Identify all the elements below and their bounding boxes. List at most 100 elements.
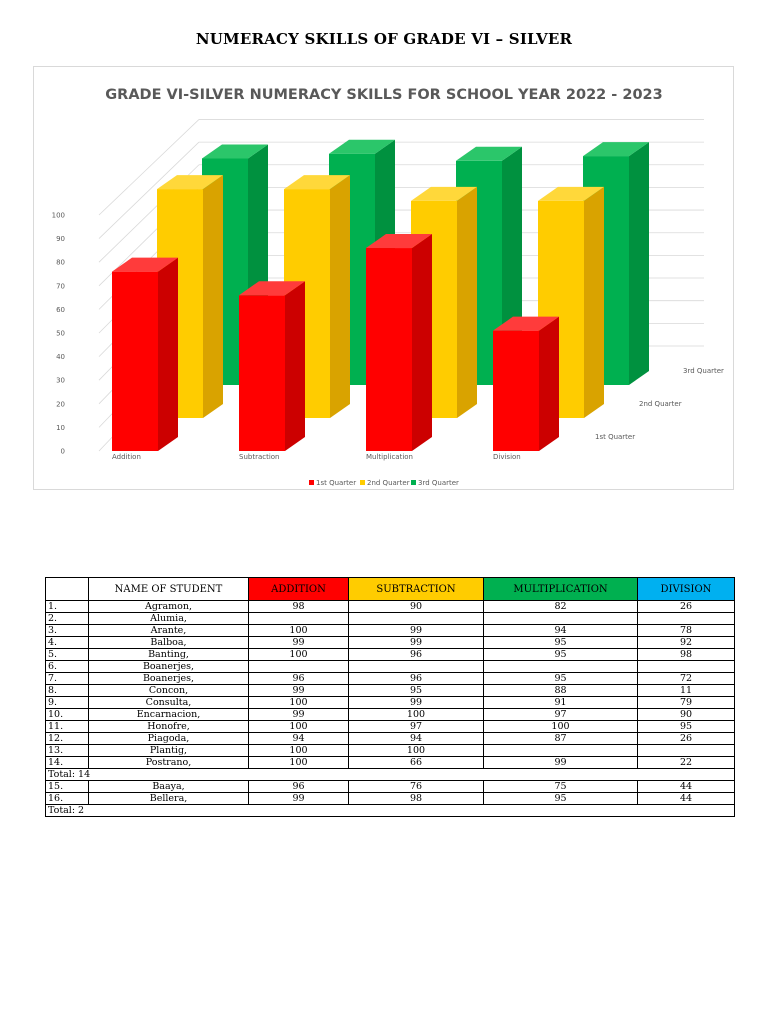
bar-side xyxy=(285,281,305,451)
legend-swatch xyxy=(411,480,416,485)
cell-number: 16. xyxy=(45,792,89,805)
bar-top xyxy=(583,142,649,157)
cell-division: 92 xyxy=(637,636,735,649)
table-row: 13. Plantig, 100 100 xyxy=(45,744,735,757)
depth-series-label: 3rd Quarter xyxy=(683,367,724,375)
table-row: 10. Encarnacion, 99 100 97 90 xyxy=(45,708,735,721)
cell-name: Baaya, xyxy=(88,780,249,793)
table-row: 11. Honofre, 100 97 100 95 xyxy=(45,720,735,733)
bar-side xyxy=(629,142,649,385)
table-row: 1. Agramon, 98 90 82 26 xyxy=(45,600,735,613)
cell-addition: 99 xyxy=(248,636,349,649)
cell-number: 3. xyxy=(45,624,89,637)
bar-top xyxy=(329,139,395,154)
table-row: 8. Concon, 99 95 88 11 xyxy=(45,684,735,697)
header-subtraction: SUBTRACTION xyxy=(348,577,484,601)
bar-side xyxy=(158,257,178,451)
cell-addition: 99 xyxy=(248,684,349,697)
cell-number: 2. xyxy=(45,612,89,625)
table-total-row: Total: 2 xyxy=(45,804,735,817)
cell-subtraction: 97 xyxy=(348,720,484,733)
bar-front xyxy=(366,248,412,451)
bar-chart-3d: GRADE VI-SILVER NUMERACY SKILLS FOR SCHO… xyxy=(52,87,724,487)
depth-series-label: 2nd Quarter xyxy=(639,400,682,408)
depth-series-label: 1st Quarter xyxy=(595,433,635,441)
cell-division xyxy=(637,744,735,757)
cell-division: 95 xyxy=(637,720,735,733)
cell-number: 7. xyxy=(45,672,89,685)
legend-label: 1st Quarter xyxy=(316,479,356,487)
bar-top xyxy=(456,146,522,161)
cell-subtraction: 95 xyxy=(348,684,484,697)
cell-multiplication: 82 xyxy=(483,600,638,613)
cell-number: 1. xyxy=(45,600,89,613)
cell-subtraction: 96 xyxy=(348,648,484,661)
cell-subtraction: 96 xyxy=(348,672,484,685)
cell-number: 15. xyxy=(45,780,89,793)
cell-addition: 100 xyxy=(248,744,349,757)
y-tick-label: 100 xyxy=(52,212,65,220)
table-row: 2. Alumia, xyxy=(45,612,735,625)
cell-number: 13. xyxy=(45,744,89,757)
cell-addition: 99 xyxy=(248,708,349,721)
x-axis-categories: Addition Subtraction Multiplication Divisio… xyxy=(112,453,521,461)
cell-number: 6. xyxy=(45,660,89,673)
y-tick-label: 60 xyxy=(56,306,65,314)
chart-title: GRADE VI-SILVER NUMERACY SKILLS FOR SCHO… xyxy=(105,87,662,103)
gridline-side xyxy=(98,119,200,216)
bar-side xyxy=(584,186,604,418)
cell-division: 78 xyxy=(637,624,735,637)
cell-subtraction: 100 xyxy=(348,744,484,757)
cell-name: Agramon, xyxy=(88,600,249,613)
y-tick-label: 80 xyxy=(56,259,65,267)
chart-legend: 1st Quarter 2nd Quarter 3rd Quarter xyxy=(309,479,459,487)
chart-frame: GRADE VI-SILVER NUMERACY SKILLS FOR SCHO… xyxy=(33,66,734,490)
cell-division: 11 xyxy=(637,684,735,697)
cell-addition: 98 xyxy=(248,600,349,613)
bar-top xyxy=(157,175,223,190)
table-header-row: NAME OF STUDENT ADDITION SUBTRACTION MUL… xyxy=(45,577,735,601)
x-category-label: Multiplication xyxy=(366,453,413,461)
table-row: 9. Consulta, 100 99 91 79 xyxy=(45,696,735,709)
legend-swatch xyxy=(309,480,314,485)
cell-name: Balboa, xyxy=(88,636,249,649)
cell-addition: 96 xyxy=(248,780,349,793)
student-scores-table: NAME OF STUDENT ADDITION SUBTRACTION MUL… xyxy=(45,577,735,817)
bar-front xyxy=(112,271,158,451)
cell-multiplication: 95 xyxy=(483,792,638,805)
cell-name: Banting, xyxy=(88,648,249,661)
cell-name: Postrano, xyxy=(88,756,249,769)
cell-name: Concon, xyxy=(88,684,249,697)
cell-division xyxy=(637,612,735,625)
cell-addition xyxy=(248,660,349,673)
bar-top xyxy=(493,316,559,331)
cell-subtraction: 66 xyxy=(348,756,484,769)
legend-label: 3rd Quarter xyxy=(418,479,459,487)
table-row: 14. Postrano, 100 66 99 22 xyxy=(45,756,735,769)
cell-addition: 100 xyxy=(248,720,349,733)
bar-front xyxy=(493,330,539,451)
cell-multiplication xyxy=(483,660,638,673)
gridline-side xyxy=(98,141,200,239)
cell-multiplication: 100 xyxy=(483,720,638,733)
cell-multiplication: 95 xyxy=(483,672,638,685)
total-label: Total: 14 xyxy=(45,768,735,781)
cell-name: Piagoda, xyxy=(88,732,249,745)
x-category-label: Addition xyxy=(112,453,141,461)
cell-division: 90 xyxy=(637,708,735,721)
cell-multiplication: 97 xyxy=(483,708,638,721)
cell-subtraction xyxy=(348,612,484,625)
cell-addition xyxy=(248,612,349,625)
bar-top xyxy=(411,186,477,201)
cell-division: 26 xyxy=(637,732,735,745)
cell-name: Encarnacion, xyxy=(88,708,249,721)
cell-subtraction: 76 xyxy=(348,780,484,793)
cell-multiplication: 91 xyxy=(483,696,638,709)
cell-name: Boanerjes, xyxy=(88,672,249,685)
cell-number: 8. xyxy=(45,684,89,697)
bar-front xyxy=(239,295,285,451)
cell-division: 72 xyxy=(637,672,735,685)
cell-multiplication: 88 xyxy=(483,684,638,697)
page-title: NUMERACY SKILLS OF GRADE VI – SILVER xyxy=(195,30,573,48)
y-tick-label: 90 xyxy=(56,235,65,243)
